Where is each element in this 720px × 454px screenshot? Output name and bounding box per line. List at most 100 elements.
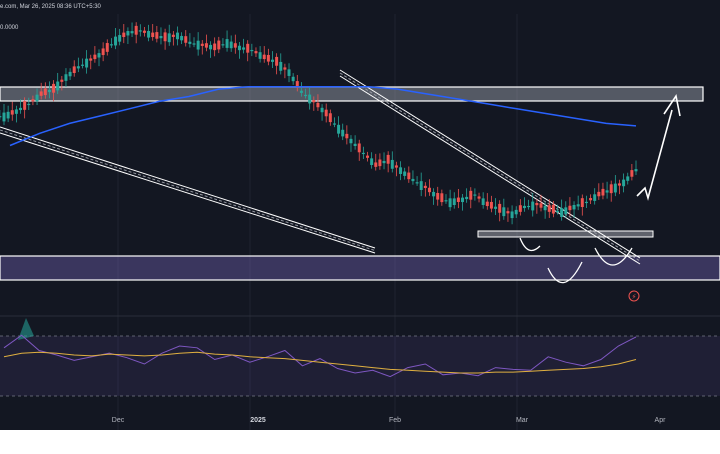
candle-body bbox=[151, 32, 155, 38]
flash-icon-glyph: ⚡ bbox=[632, 293, 637, 301]
candle-body bbox=[147, 30, 151, 38]
candle-body bbox=[213, 43, 217, 51]
candle-body bbox=[295, 81, 299, 88]
candle-body bbox=[415, 182, 419, 184]
candle-body bbox=[518, 205, 522, 212]
candle-body bbox=[130, 31, 134, 34]
candle-body bbox=[394, 165, 398, 168]
candle-body bbox=[498, 203, 502, 213]
candle-body bbox=[473, 194, 477, 196]
candle-body bbox=[514, 209, 518, 215]
candle-body bbox=[196, 40, 200, 50]
candle-body bbox=[27, 103, 31, 106]
candle-body bbox=[543, 205, 547, 211]
header-source: e.com, Mar 26, 2025 08:36 UTC+5:30 bbox=[0, 4, 101, 10]
header-open: 0.0000 bbox=[0, 25, 19, 31]
candle-body bbox=[270, 59, 274, 62]
candle-body bbox=[14, 109, 18, 114]
candle-body bbox=[531, 201, 535, 211]
candle-body bbox=[2, 112, 6, 122]
candle-body bbox=[39, 91, 43, 96]
candle-body bbox=[448, 198, 452, 208]
candle-body bbox=[403, 171, 407, 176]
bottom-margin bbox=[0, 430, 720, 449]
candle-body bbox=[328, 113, 332, 123]
candle-body bbox=[0, 116, 2, 118]
candle-body bbox=[47, 89, 51, 93]
candle-body bbox=[175, 32, 179, 40]
candle-body bbox=[370, 158, 374, 165]
candle-body bbox=[184, 36, 188, 43]
candle-body bbox=[266, 54, 270, 62]
candle-body bbox=[337, 124, 341, 134]
candle-body bbox=[535, 202, 539, 206]
candle-body bbox=[349, 138, 353, 144]
candle-body bbox=[76, 66, 80, 69]
moving-average-line bbox=[9, 85, 637, 147]
candle-body bbox=[43, 88, 47, 96]
candle-body bbox=[64, 74, 68, 81]
trendline-right bbox=[339, 69, 641, 265]
candle-body bbox=[85, 58, 89, 68]
x-tick-label: 2025 bbox=[250, 417, 266, 424]
candle-body bbox=[547, 205, 551, 212]
candle-body bbox=[461, 197, 465, 203]
candle-body bbox=[502, 207, 506, 217]
candle-body bbox=[250, 49, 254, 52]
candle-body bbox=[522, 205, 526, 209]
candle-body bbox=[204, 43, 208, 48]
candle-body bbox=[246, 43, 250, 53]
candle-body bbox=[634, 169, 638, 172]
candle-body bbox=[423, 185, 427, 189]
candle-body bbox=[304, 94, 308, 97]
candle-body bbox=[6, 111, 10, 119]
candle-body bbox=[407, 172, 411, 180]
resistance-zone bbox=[0, 86, 704, 102]
candle-body bbox=[580, 198, 584, 208]
candle-body bbox=[374, 162, 378, 167]
candle-body bbox=[155, 32, 159, 39]
candle-body bbox=[345, 133, 349, 139]
candle-body bbox=[440, 193, 444, 203]
candle-body bbox=[622, 179, 626, 187]
candle-body bbox=[192, 43, 196, 45]
candle-body bbox=[361, 152, 365, 155]
candle-body bbox=[80, 64, 84, 66]
candle-body bbox=[60, 79, 64, 82]
right-shoulder-curve bbox=[594, 247, 633, 266]
candle-body bbox=[597, 191, 601, 197]
candle-body bbox=[382, 160, 386, 164]
candle-body bbox=[378, 159, 382, 167]
neckline-zone bbox=[477, 230, 654, 238]
candle-body bbox=[72, 66, 76, 74]
candle-body bbox=[217, 40, 221, 50]
head-curve bbox=[547, 261, 583, 284]
rsi-ma-line bbox=[3, 351, 637, 374]
candle-body bbox=[258, 52, 262, 59]
candle-body bbox=[613, 183, 617, 193]
candle-body bbox=[242, 47, 246, 50]
projection-arrowhead bbox=[663, 93, 681, 117]
candle-body bbox=[320, 107, 324, 113]
candle-body bbox=[52, 83, 56, 93]
support-zone bbox=[0, 255, 720, 281]
x-tick-label: Dec bbox=[112, 417, 125, 424]
candle-body bbox=[411, 178, 415, 182]
candle-body bbox=[308, 94, 312, 104]
candle-body bbox=[560, 208, 564, 217]
candle-body bbox=[291, 76, 295, 82]
candle-body bbox=[283, 67, 287, 70]
flash-icon[interactable] bbox=[628, 290, 640, 302]
candle-body bbox=[527, 205, 531, 208]
candles bbox=[0, 22, 638, 225]
candle-body bbox=[299, 90, 303, 93]
candle-body bbox=[366, 155, 370, 158]
candle-body bbox=[56, 81, 60, 91]
candle-body bbox=[142, 30, 146, 33]
candle-body bbox=[465, 196, 469, 200]
candle-body bbox=[35, 94, 39, 102]
candle-body bbox=[436, 192, 440, 200]
candle-body bbox=[494, 206, 498, 209]
